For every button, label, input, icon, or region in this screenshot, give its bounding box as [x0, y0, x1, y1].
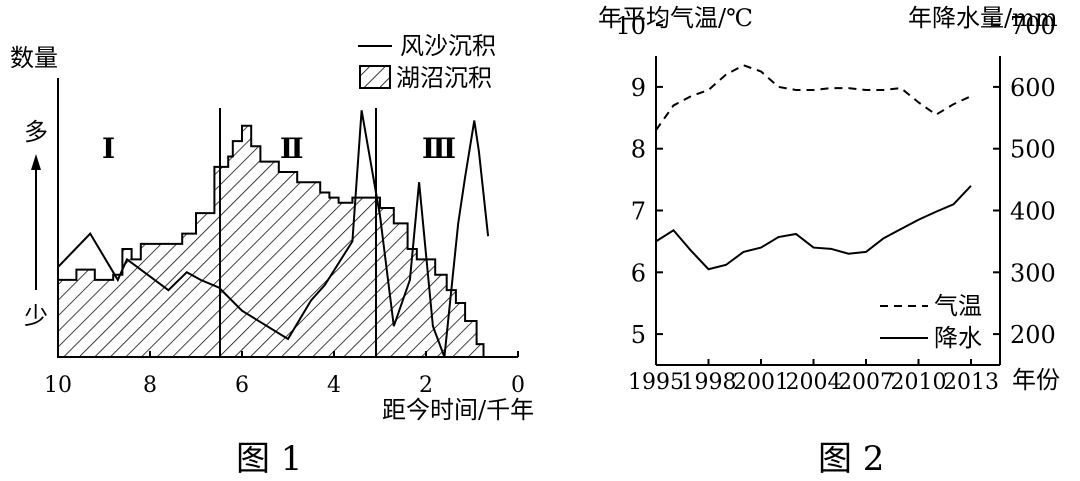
fig1-y-arrow: [31, 154, 41, 290]
fig1-x-tick-label: 6: [235, 373, 249, 398]
fig2-x-tick-label: 2004: [786, 370, 842, 395]
lake-legend-label: 湖沼沉积: [396, 64, 492, 92]
fig2-ylabel-left: 年平均气温/℃: [598, 4, 753, 32]
fig2-right-tick-label: 300: [1010, 259, 1056, 287]
fig2-right-tick-label: 500: [1010, 136, 1056, 164]
fig2-right-tick-label: 600: [1010, 74, 1056, 102]
lake-deposit-series: [57, 124, 485, 358]
fig1-y-less-label: 少: [24, 302, 48, 330]
fig1-xlabel: 距今时间/千年: [382, 396, 534, 424]
fig2-x-tick-label: 2001: [733, 370, 789, 395]
figure-1: 数量 多 少 10 8 6 4 2 0 Ⅰ Ⅱ Ⅲ 风沙沉积 湖沼沉积 距今时间/千年 图…: [10, 32, 534, 479]
fig2-right-ticks: 700 600 500 400 300 200: [993, 12, 1056, 349]
lake-legend-swatch: [359, 65, 391, 89]
fig1-caption: 图 1: [236, 439, 302, 479]
fig1-x-tick-label: 8: [143, 373, 157, 398]
fig2-x-tick-label: 1998: [681, 370, 737, 395]
precipitation-series: [655, 185, 972, 271]
fig1-x-tick-label: 4: [327, 373, 341, 398]
fig1-x-ticks: 10 8 6 4 2 0: [44, 351, 525, 398]
fig2-left-tick-label: 9: [631, 74, 646, 102]
fig2-ylabel-right: 年降水量/mm: [908, 4, 1058, 32]
fig2-right-tick-label: 700: [1010, 12, 1056, 40]
fig1-x-tick-label: 10: [44, 373, 72, 398]
fig2-x-tick-label: 1995: [628, 370, 684, 395]
lake-deposit-area: [57, 124, 485, 358]
fig2-left-tick-label: 5: [631, 321, 646, 349]
fig2-x-tick-label: 2007: [838, 370, 894, 395]
stage-label-1: Ⅰ: [102, 132, 115, 165]
fig1-y-more-label: 多: [24, 118, 48, 146]
fig2-left-tick-label: 7: [631, 198, 646, 226]
wind-deposit-series: [57, 110, 490, 358]
stage-label-2: Ⅱ: [280, 132, 304, 165]
fig2-caption: 图 2: [818, 439, 884, 479]
fig2-x-tick-label: 2010: [891, 370, 947, 395]
fig2-right-tick-label: 400: [1010, 198, 1056, 226]
fig2-left-tick-label: 10: [615, 12, 646, 40]
fig2-x-tick-label: 2013: [943, 370, 999, 395]
fig2-left-ticks: 10 9 8 7 6 5: [615, 12, 663, 349]
fig2-xlabel: 年份: [1012, 366, 1060, 394]
fig1-x-tick-label: 0: [511, 373, 525, 398]
temperature-series: [655, 64, 972, 131]
precip-legend-label: 降水: [934, 324, 982, 352]
fig2-left-tick-label: 8: [631, 136, 646, 164]
fig1-x-tick-label: 2: [419, 373, 433, 398]
fig2-series: [655, 64, 972, 271]
wind-legend-label: 风沙沉积: [400, 32, 496, 60]
fig2-right-tick-label: 200: [1010, 321, 1056, 349]
temp-legend-label: 气温: [934, 292, 982, 320]
stage-label-3: Ⅲ: [422, 132, 456, 165]
wind-deposit-line: [57, 110, 490, 358]
fig1-legend: 风沙沉积 湖沼沉积: [358, 32, 496, 92]
fig2-legend: 气温 降水: [880, 292, 982, 352]
fig1-ylabel: 数量: [10, 44, 58, 72]
figure-2: 年平均气温/℃ 年降水量/mm 10 9 8 7 6 5 700 600 500 400 300 2…: [598, 4, 1060, 479]
fig2-left-tick-label: 6: [631, 259, 646, 287]
